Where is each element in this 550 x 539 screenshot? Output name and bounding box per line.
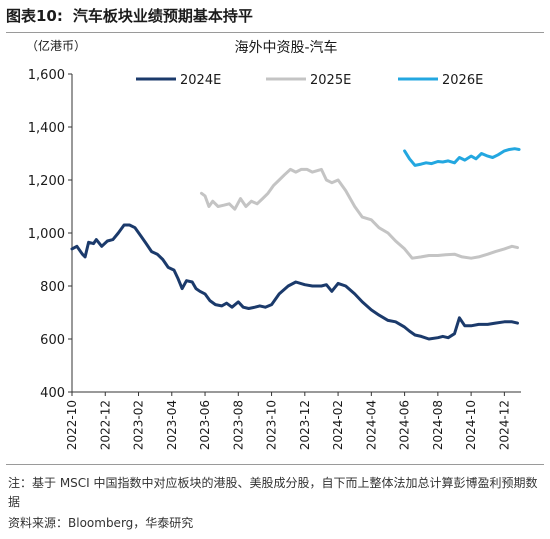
y-axis: 400 600 800 1,000 1,200 1,400 1,600 xyxy=(28,68,73,401)
x-tick-label: 2023-12 xyxy=(298,400,312,450)
figure-title: 图表10: 汽车板块业绩预期基本持平 xyxy=(6,6,544,33)
y-tick-label: 1,400 xyxy=(28,121,65,136)
chart-note: 注：基于 MSCI 中国指数中对应板块的港股、美股成分股，自下而上整体法加总计算… xyxy=(8,476,538,509)
bottom-divider xyxy=(6,464,544,465)
x-tick-label: 2024-10 xyxy=(464,400,478,450)
x-tick-label: 2024-08 xyxy=(431,400,445,450)
x-tick-label: 2024-02 xyxy=(331,400,345,450)
unit-label: （亿港币） xyxy=(26,38,86,53)
x-tick-label: 2024-12 xyxy=(497,400,511,450)
series-line-2025E xyxy=(200,167,519,260)
x-tick-label: 2022-10 xyxy=(65,400,79,450)
chart-source: 资料来源：Bloomberg，华泰研究 xyxy=(8,516,194,530)
x-axis: 2022-10 2022-12 2023-02 2023-04 2023-06 2023-… xyxy=(65,391,521,450)
x-tick-label: 2023-04 xyxy=(165,400,179,450)
legend-label-2026E: 2026E xyxy=(442,73,483,88)
y-tick-label: 1,200 xyxy=(28,174,65,189)
series-line-2024E xyxy=(70,223,519,341)
x-tick-label: 2024-06 xyxy=(398,400,412,450)
y-tick-label: 800 xyxy=(40,280,65,295)
plot-lines xyxy=(70,147,521,341)
x-tick-label: 2023-06 xyxy=(198,400,212,450)
figure-label: 图表10: xyxy=(6,7,63,25)
chart-title: 海外中资股-汽车 xyxy=(234,39,337,56)
x-tick-label: 2022-12 xyxy=(98,400,112,450)
y-tick-label: 1,600 xyxy=(28,68,65,83)
x-tick-label: 2024-04 xyxy=(364,400,378,450)
legend-label-2024E: 2024E xyxy=(180,73,221,88)
legend-label-2025E: 2025E xyxy=(310,73,351,88)
x-tick-label: 2023-02 xyxy=(132,400,146,450)
x-tick-label: 2023-08 xyxy=(231,400,245,450)
x-tick-label: 2023-10 xyxy=(265,400,279,450)
y-tick-label: 1,000 xyxy=(28,227,65,242)
y-tick-label: 400 xyxy=(40,386,65,401)
figure-caption: 汽车板块业绩预期基本持平 xyxy=(72,7,253,25)
legend: 2024E 2025E 2026E xyxy=(136,73,483,88)
y-tick-label: 600 xyxy=(40,333,65,348)
series-line-2026E xyxy=(403,147,521,167)
